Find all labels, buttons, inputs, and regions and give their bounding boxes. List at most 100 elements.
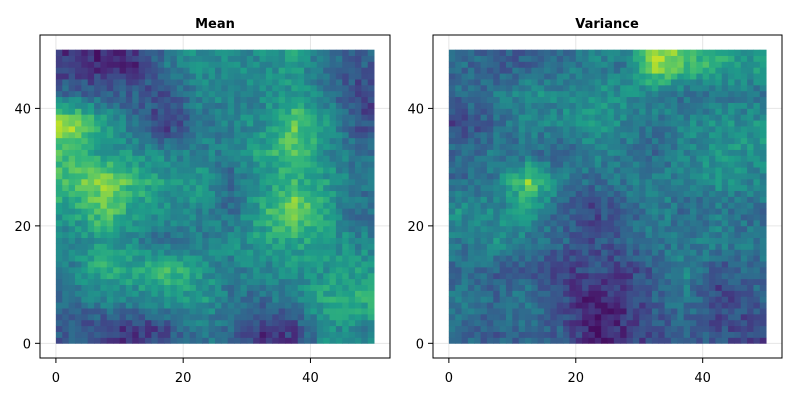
heatmap-cell [62, 167, 69, 173]
heatmap-cell [342, 214, 349, 220]
heatmap-cell [582, 314, 589, 320]
heatmap-cell [506, 67, 513, 73]
heatmap-cell [88, 337, 95, 343]
heatmap-cell [595, 144, 602, 150]
heatmap-cell [468, 173, 475, 179]
heatmap-cell [582, 238, 589, 244]
heatmap-cell [221, 173, 228, 179]
heatmap-cell [633, 155, 640, 161]
heatmap-cell [113, 161, 120, 167]
heatmap-cell [336, 144, 343, 150]
heatmap-cell [100, 249, 107, 255]
heatmap-cell [506, 285, 513, 291]
heatmap-cell [120, 167, 127, 173]
heatmap-cell [468, 320, 475, 326]
heatmap-cell [279, 50, 286, 56]
heatmap-cell [368, 120, 375, 126]
heatmap-cell [94, 179, 101, 185]
heatmap-cell [190, 73, 197, 79]
heatmap-cell [614, 155, 621, 161]
heatmap-cell [646, 61, 653, 67]
heatmap-cell [462, 108, 469, 114]
heatmap-cell [627, 120, 634, 126]
heatmap-cell [588, 202, 595, 208]
heatmap-cell [462, 267, 469, 273]
heatmap-cell [209, 249, 216, 255]
heatmap-cell [196, 120, 203, 126]
heatmap-cell [298, 126, 305, 132]
heatmap-cell [298, 132, 305, 138]
heatmap-cell [355, 332, 362, 338]
heatmap-cell [158, 103, 165, 109]
heatmap-cell [646, 249, 653, 255]
heatmap-cell [722, 61, 729, 67]
heatmap-cell [234, 144, 241, 150]
heatmap-cell [614, 337, 621, 343]
heatmap-cell [260, 267, 267, 273]
heatmap-cell [646, 261, 653, 267]
heatmap-cell [696, 85, 703, 91]
heatmap-cell [576, 226, 583, 232]
heatmap-cell [317, 144, 324, 150]
heatmap-cell [468, 185, 475, 191]
heatmap-cell [760, 126, 767, 132]
heatmap-cell [151, 255, 158, 261]
heatmap-cell [81, 126, 88, 132]
heatmap-cell [170, 150, 177, 156]
heatmap-cell [253, 73, 260, 79]
heatmap-cell [474, 103, 481, 109]
heatmap-cell [506, 255, 513, 261]
heatmap-cell [633, 191, 640, 197]
heatmap-cell [519, 220, 526, 226]
heatmap-cell [722, 296, 729, 302]
heatmap-cell [69, 185, 76, 191]
heatmap-cell [506, 249, 513, 255]
heatmap-cell [722, 202, 729, 208]
heatmap-cell [81, 261, 88, 267]
heatmap-cell [715, 61, 722, 67]
heatmap-cell [215, 261, 222, 267]
heatmap-cell [285, 173, 292, 179]
heatmap-cell [298, 255, 305, 261]
heatmap-cell [342, 279, 349, 285]
heatmap-cell [684, 267, 691, 273]
heatmap-cell [75, 302, 82, 308]
heatmap-cell [620, 197, 627, 203]
heatmap-cell [462, 249, 469, 255]
heatmap-cell [126, 185, 133, 191]
heatmap-cell [260, 308, 267, 314]
heatmap-cell [633, 314, 640, 320]
heatmap-cell [652, 255, 659, 261]
heatmap-cell [709, 208, 716, 214]
heatmap-cell [493, 132, 500, 138]
heatmap-cell [741, 155, 748, 161]
heatmap-cell [221, 238, 228, 244]
heatmap-cell [715, 202, 722, 208]
heatmap-cell [266, 202, 273, 208]
heatmap-cell [126, 226, 133, 232]
heatmap-cell [557, 103, 564, 109]
heatmap-cell [183, 85, 190, 91]
heatmap-cell [506, 91, 513, 97]
heatmap-cell [260, 132, 267, 138]
heatmap-cell [563, 197, 570, 203]
heatmap-cell [550, 79, 557, 85]
heatmap-cell [240, 179, 247, 185]
heatmap-cell [627, 267, 634, 273]
heatmap-cell [317, 249, 324, 255]
heatmap-cell [715, 114, 722, 120]
heatmap-cell [709, 220, 716, 226]
heatmap-cell [671, 91, 678, 97]
heatmap-cell [145, 332, 152, 338]
heatmap-cell [677, 261, 684, 267]
heatmap-cell [525, 50, 532, 56]
heatmap-cell [671, 132, 678, 138]
heatmap-cell [538, 320, 545, 326]
heatmap-cell [177, 67, 184, 73]
heatmap-cell [474, 337, 481, 343]
heatmap-cell [151, 285, 158, 291]
heatmap-cell [228, 337, 235, 343]
heatmap-cell [196, 308, 203, 314]
heatmap-cell [449, 220, 456, 226]
heatmap-cell [658, 296, 665, 302]
